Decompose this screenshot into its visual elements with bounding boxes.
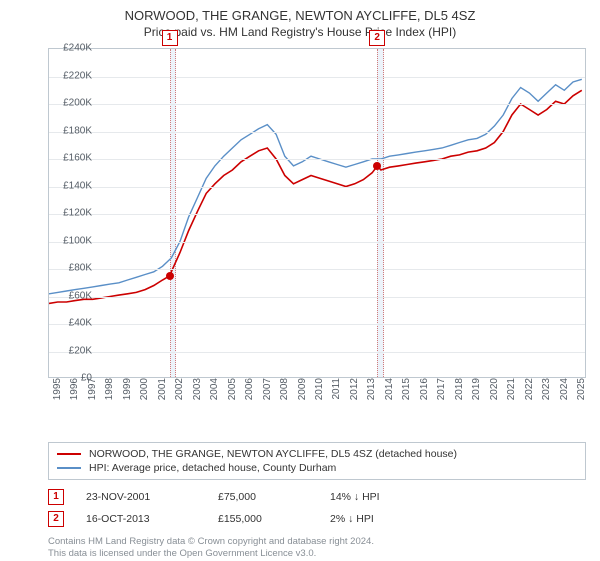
sale-price: £75,000 xyxy=(218,491,308,503)
x-axis-label: 2023 xyxy=(541,378,552,408)
x-axis-label: 2008 xyxy=(279,378,290,408)
x-axis-label: 2025 xyxy=(576,378,587,408)
sales-table: 1 23-NOV-2001 £75,000 14% ↓ HPI 2 16-OCT… xyxy=(48,486,586,530)
y-axis-label: £100K xyxy=(63,235,92,246)
x-axis-label: 2020 xyxy=(489,378,500,408)
sale-marker-icon: 2 xyxy=(48,511,64,527)
y-axis-label: £80K xyxy=(69,263,92,274)
x-axis-label: 2021 xyxy=(506,378,517,408)
legend-row: HPI: Average price, detached house, Coun… xyxy=(57,461,577,475)
sale-hpi-delta: 2% ↓ HPI xyxy=(330,513,420,525)
x-axis-label: 2002 xyxy=(174,378,185,408)
x-axis-label: 2015 xyxy=(401,378,412,408)
x-axis-label: 2005 xyxy=(227,378,238,408)
sale-row: 2 16-OCT-2013 £155,000 2% ↓ HPI xyxy=(48,508,586,530)
legend-area: NORWOOD, THE GRANGE, NEWTON AYCLIFFE, DL… xyxy=(48,442,586,561)
y-axis-label: £120K xyxy=(63,208,92,219)
x-axis-label: 2010 xyxy=(314,378,325,408)
chart-title: NORWOOD, THE GRANGE, NEWTON AYCLIFFE, DL… xyxy=(0,0,600,23)
x-axis-label: 2014 xyxy=(384,378,395,408)
y-axis-label: £200K xyxy=(63,98,92,109)
x-axis-label: 1997 xyxy=(87,378,98,408)
sale-row: 1 23-NOV-2001 £75,000 14% ↓ HPI xyxy=(48,486,586,508)
x-axis-label: 2001 xyxy=(157,378,168,408)
x-axis-label: 2017 xyxy=(436,378,447,408)
disclaimer-line: Contains HM Land Registry data © Crown c… xyxy=(48,536,586,548)
y-axis-label: £140K xyxy=(63,180,92,191)
y-axis-label: £180K xyxy=(63,125,92,136)
x-axis-label: 2009 xyxy=(297,378,308,408)
y-axis-label: £40K xyxy=(69,318,92,329)
x-axis-label: 2013 xyxy=(366,378,377,408)
x-axis-label: 2006 xyxy=(244,378,255,408)
sale-date: 23-NOV-2001 xyxy=(86,491,196,503)
y-axis-label: £20K xyxy=(69,345,92,356)
y-axis-label: £60K xyxy=(69,290,92,301)
y-axis-label: £160K xyxy=(63,153,92,164)
sale-point-dot xyxy=(373,162,381,170)
y-axis-label: £220K xyxy=(63,70,92,81)
x-axis-label: 2022 xyxy=(524,378,535,408)
x-axis-label: 2004 xyxy=(209,378,220,408)
sale-marker-icon: 1 xyxy=(162,30,178,46)
legend-box: NORWOOD, THE GRANGE, NEWTON AYCLIFFE, DL… xyxy=(48,442,586,480)
sale-hpi-delta: 14% ↓ HPI xyxy=(330,491,420,503)
x-axis-label: 1996 xyxy=(69,378,80,408)
sale-price: £155,000 xyxy=(218,513,308,525)
x-axis-label: 2012 xyxy=(349,378,360,408)
legend-row: NORWOOD, THE GRANGE, NEWTON AYCLIFFE, DL… xyxy=(57,447,577,461)
x-axis-label: 2007 xyxy=(262,378,273,408)
disclaimer-line: This data is licensed under the Open Gov… xyxy=(48,548,586,560)
legend-swatch xyxy=(57,453,81,455)
x-axis-label: 1998 xyxy=(104,378,115,408)
legend-label: HPI: Average price, detached house, Coun… xyxy=(89,462,336,474)
legend-label: NORWOOD, THE GRANGE, NEWTON AYCLIFFE, DL… xyxy=(89,448,457,460)
x-axis-label: 2019 xyxy=(471,378,482,408)
sale-point-dot xyxy=(166,272,174,280)
series-price_paid xyxy=(49,90,582,303)
chart-area: £0£20K£40K£60K£80K£100K£120K£140K£160K£1… xyxy=(48,48,586,408)
x-axis-label: 1999 xyxy=(122,378,133,408)
x-axis-label: 2018 xyxy=(454,378,465,408)
plot-region xyxy=(48,48,586,378)
sale-marker-icon: 1 xyxy=(48,489,64,505)
x-axis-label: 2011 xyxy=(331,378,342,408)
x-axis-label: 2000 xyxy=(139,378,150,408)
legend-swatch xyxy=(57,467,81,469)
disclaimer: Contains HM Land Registry data © Crown c… xyxy=(48,536,586,561)
y-axis-label: £240K xyxy=(63,43,92,54)
x-axis-label: 2016 xyxy=(419,378,430,408)
x-axis-label: 1995 xyxy=(52,378,63,408)
chart-container: NORWOOD, THE GRANGE, NEWTON AYCLIFFE, DL… xyxy=(0,0,600,560)
x-axis-label: 2024 xyxy=(559,378,570,408)
x-axis-label: 2003 xyxy=(192,378,203,408)
sale-date: 16-OCT-2013 xyxy=(86,513,196,525)
sale-marker-icon: 2 xyxy=(369,30,385,46)
